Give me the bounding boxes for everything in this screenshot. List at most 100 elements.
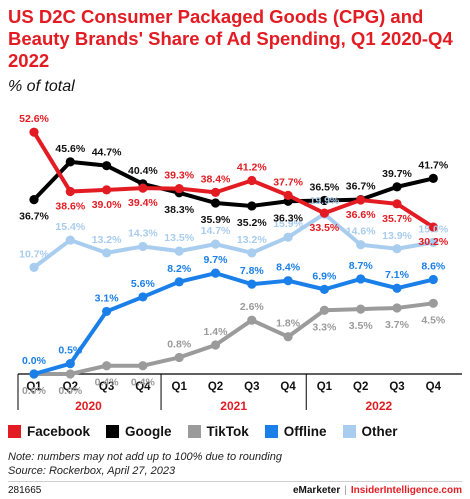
facebook-data-label: 37.7%	[273, 176, 303, 188]
other-data-point	[428, 237, 438, 247]
google-data-label: 36.7%	[346, 181, 376, 193]
facebook-data-point	[65, 186, 75, 197]
other-series-line	[32, 211, 436, 270]
facebook-data-point	[247, 175, 257, 186]
google-data-label: 44.7%	[92, 147, 122, 159]
legend-item-other: Other	[342, 424, 398, 439]
other-data-label: 15.9%	[273, 218, 303, 230]
facebook-data-point	[210, 187, 221, 197]
other-data-label: 10.7%	[19, 248, 49, 260]
google-data-point	[65, 157, 75, 167]
tiktok-data-label: 0.4%	[95, 377, 120, 389]
x-tick-label: Q4	[135, 381, 151, 393]
offline-data-label: 0.0%	[22, 355, 47, 367]
offline-data-label: 8.2%	[167, 263, 192, 275]
legend-item-facebook: Facebook	[8, 424, 90, 439]
other-data-label: 13.2%	[237, 234, 267, 246]
facebook-data-point	[29, 127, 39, 137]
x-tick-label: Q3	[99, 381, 114, 393]
other-data-label: 15.4%	[55, 221, 85, 233]
footer: 281665 eMarketer | InsiderIntelligence.com	[8, 485, 462, 496]
other-data-label: 14.7%	[201, 225, 231, 237]
google-data-label: 45.6%	[55, 143, 85, 155]
offline-data-point	[392, 283, 402, 293]
facebook-data-label: 33.5%	[310, 222, 340, 234]
offline-data-point	[210, 268, 221, 278]
facebook-data-point	[283, 190, 293, 200]
offline-data-point	[428, 274, 438, 285]
other-data-point	[247, 248, 257, 258]
google-data-point	[319, 195, 329, 206]
tiktok-data-point	[283, 332, 293, 342]
facebook-data-point	[392, 199, 402, 209]
other-data-label: 14.6%	[346, 226, 376, 238]
offline-data-point	[138, 292, 148, 302]
offline-data-label: 8.6%	[421, 261, 446, 273]
legend-label-other: Other	[361, 424, 398, 439]
footer-divider	[8, 481, 462, 482]
google-data-label: 35.2%	[237, 217, 267, 229]
chart-notes: Note: numbers may not add up to 100% due…	[8, 450, 282, 478]
tiktok-data-point	[247, 315, 257, 325]
tiktok-data-point	[174, 352, 184, 363]
other-data-label: 19.9%	[310, 195, 340, 207]
tiktok-data-label: 3.3%	[312, 321, 337, 333]
legend-label-google: Google	[125, 424, 172, 439]
other-data-point	[356, 240, 366, 250]
legend-swatch-facebook	[8, 425, 21, 438]
offline-series-line	[32, 271, 436, 376]
tiktok-data-point	[138, 361, 148, 371]
tiktok-data-point	[65, 369, 75, 379]
x-tick-label: Q4	[426, 381, 442, 393]
tiktok-data-label: 3.7%	[385, 319, 410, 331]
facebook-data-label: 30.2%	[418, 236, 448, 248]
brand-insider-intelligence: InsiderIntelligence.com	[350, 485, 462, 496]
tiktok-data-label: 3.5%	[349, 320, 374, 332]
offline-data-point	[102, 306, 112, 317]
legend-swatch-offline	[264, 425, 278, 438]
facebook-data-point	[428, 222, 438, 232]
facebook-data-point	[319, 208, 329, 218]
legend-item-tiktok: TikTok	[187, 424, 249, 439]
google-data-label: 36.3%	[273, 212, 303, 224]
facebook-data-label: 41.2%	[237, 162, 267, 174]
google-series-line	[32, 159, 436, 208]
google-data-label: 35.9%	[201, 214, 231, 226]
tiktok-data-point	[210, 340, 221, 350]
other-data-label: 13.5%	[164, 232, 194, 244]
tiktok-data-label: 0.0%	[22, 385, 47, 397]
x-tick-label: Q4	[280, 381, 296, 393]
offline-data-point	[174, 277, 184, 287]
x-tick-label: Q1	[317, 381, 333, 393]
note-text: Note: numbers may not add up to 100% due…	[8, 451, 282, 463]
facebook-data-label: 39.0%	[92, 199, 122, 211]
google-data-label: 36.5%	[310, 181, 340, 193]
facebook-data-label: 39.3%	[164, 170, 194, 182]
year-label: 2021	[220, 399, 247, 413]
facebook-data-point	[174, 183, 184, 194]
facebook-data-point	[356, 195, 366, 205]
other-data-label: 14.3%	[128, 227, 158, 239]
offline-data-label: 7.8%	[240, 265, 265, 277]
legend-swatch-tiktok	[187, 425, 201, 438]
offline-data-point	[356, 274, 366, 284]
other-data-point	[283, 232, 293, 242]
offline-data-point	[29, 369, 39, 379]
legend-swatch-google	[106, 425, 120, 438]
brand-separator: |	[344, 485, 347, 496]
offline-data-label: 6.9%	[312, 270, 337, 282]
other-data-point	[138, 241, 148, 252]
google-data-point	[210, 198, 221, 208]
legend-item-google: Google	[106, 424, 172, 439]
google-data-label: 41.7%	[418, 159, 448, 171]
brand-emarketer: eMarketer	[292, 485, 341, 496]
offline-data-label: 3.1%	[95, 292, 120, 304]
offline-data-label: 8.7%	[349, 260, 374, 272]
legend-label-offline: Offline	[283, 424, 327, 439]
offline-data-point	[283, 276, 293, 286]
tiktok-data-point	[356, 304, 366, 314]
offline-data-label: 7.1%	[385, 269, 410, 281]
offline-data-point	[319, 284, 329, 294]
legend-swatch-other	[342, 425, 356, 438]
google-data-point	[102, 161, 112, 171]
